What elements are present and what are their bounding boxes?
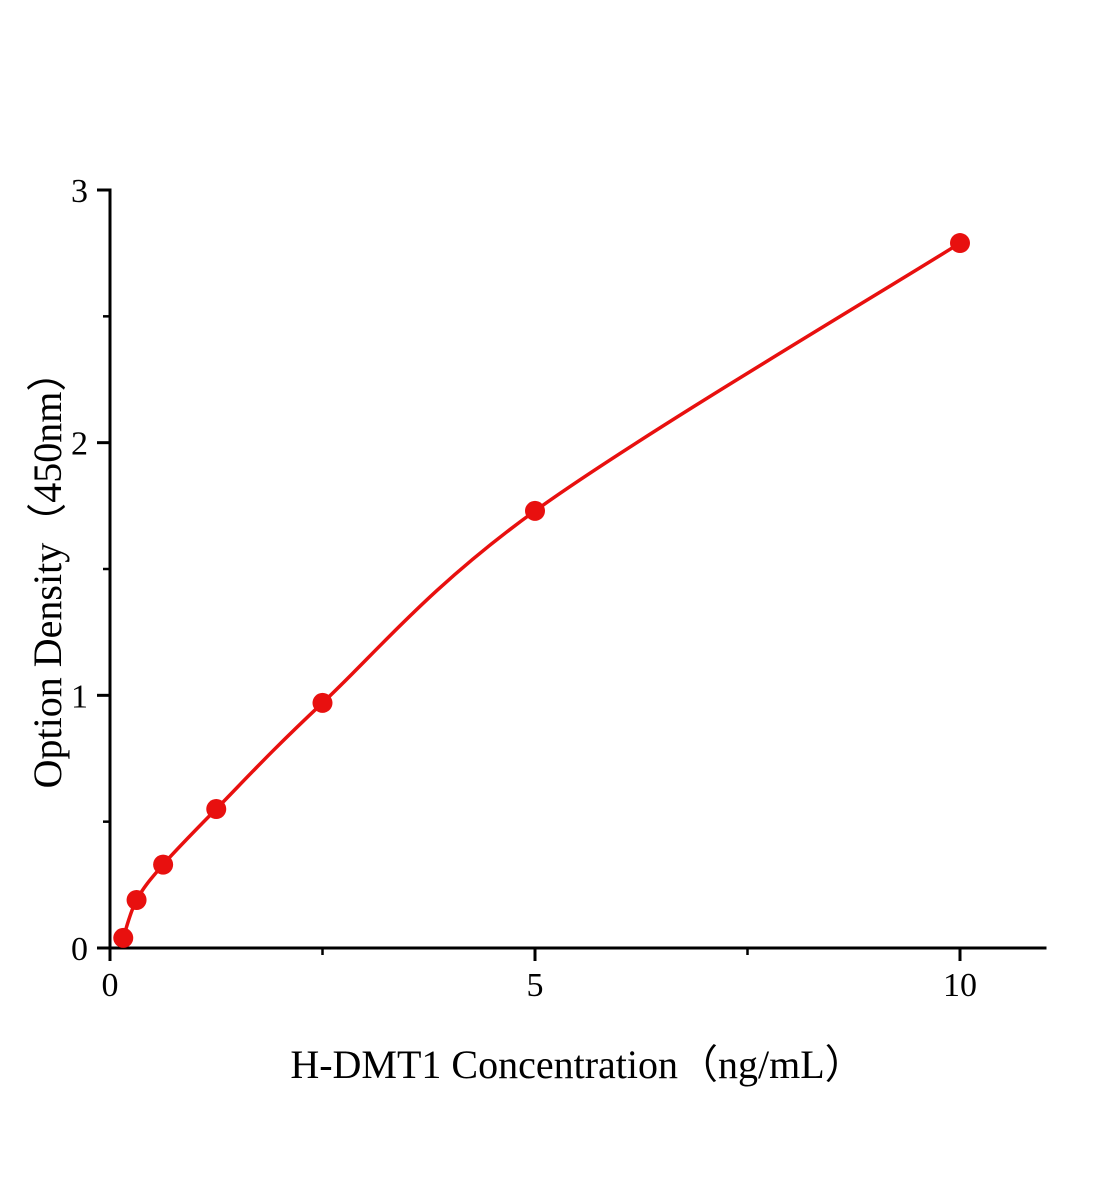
y-tick-label: 2 xyxy=(71,426,88,463)
y-tick-label: 1 xyxy=(71,678,88,715)
data-point-marker xyxy=(206,799,227,820)
y-axis-label: Option Density（450nm） xyxy=(25,351,70,789)
x-tick-label: 10 xyxy=(943,967,977,1004)
data-point-marker xyxy=(525,500,545,521)
x-tick-label: 5 xyxy=(527,967,544,1004)
axes xyxy=(108,188,1047,950)
data-point-marker xyxy=(126,889,147,910)
x-axis-label: H-DMT1 Concentration（ng/mL） xyxy=(290,1042,865,1087)
standard-curve-line xyxy=(121,241,962,940)
x-tick-label: 0 xyxy=(102,967,119,1004)
data-point-marker xyxy=(153,854,174,875)
y-tick-label: 3 xyxy=(71,173,88,210)
data-point-marker xyxy=(950,233,970,254)
data-point-marker xyxy=(113,927,134,948)
data-point-marker xyxy=(312,692,333,713)
y-tick-label: 0 xyxy=(71,931,88,968)
